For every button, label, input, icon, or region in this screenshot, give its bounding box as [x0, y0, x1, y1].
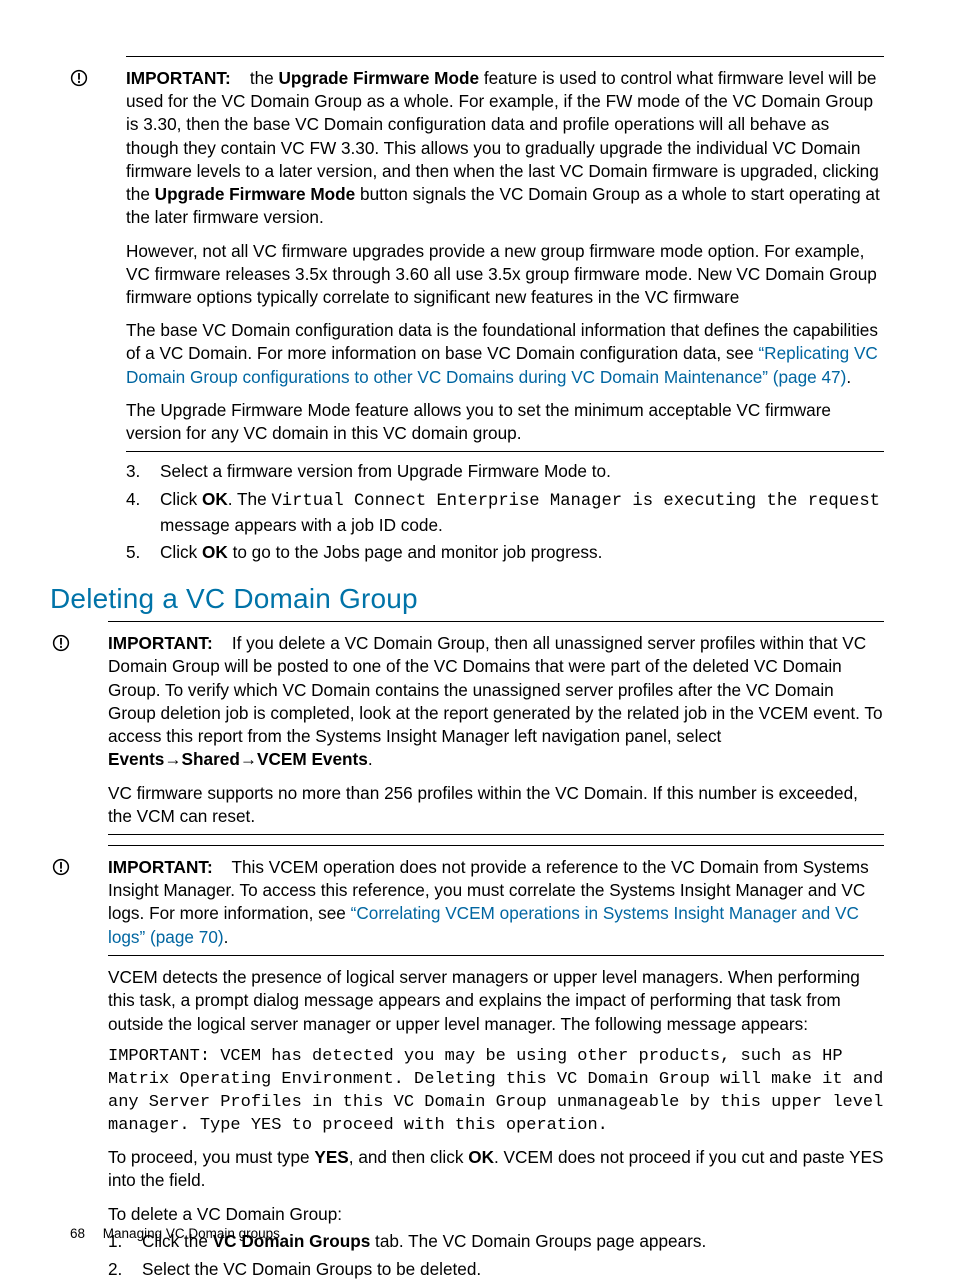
section-heading: Deleting a VC Domain Group [50, 583, 884, 615]
rule [126, 451, 884, 452]
important-para: IMPORTANT: If you delete a VC Domain Gro… [108, 632, 884, 771]
important-note-3: IMPORTANT: This VCEM operation does not … [52, 856, 884, 955]
rule [108, 845, 884, 846]
page-number: 68 [70, 1226, 85, 1241]
important-label: IMPORTANT: [108, 857, 213, 877]
footer-title: Managing VC Domain groups [103, 1226, 280, 1241]
rule [108, 621, 884, 622]
important-label: IMPORTANT: [126, 68, 231, 88]
document-page: IMPORTANT: the Upgrade Firmware Mode fea… [0, 0, 954, 1271]
important-para-1: IMPORTANT: the Upgrade Firmware Mode fea… [126, 67, 884, 230]
list-item: 5. Click OK to go to the Jobs page and m… [126, 541, 884, 565]
important-icon [52, 858, 70, 881]
body-para: VCEM detects the presence of logical ser… [108, 966, 884, 1036]
important-para: VC firmware supports no more than 256 pr… [108, 782, 884, 828]
important-note-2: IMPORTANT: If you delete a VC Domain Gro… [52, 632, 884, 834]
list-item: 2. Select the VC Domain Groups to be del… [108, 1258, 884, 1281]
list-item: 3. Select a firmware version from Upgrad… [126, 460, 884, 484]
rule [126, 56, 884, 57]
important-para-2: However, not all VC firmware upgrades pr… [126, 240, 884, 310]
important-para-3: The base VC Domain configuration data is… [126, 319, 884, 389]
body-para: To proceed, you must type YES, and then … [108, 1146, 884, 1193]
body-para: To delete a VC Domain Group: [108, 1203, 884, 1226]
important-para-4: The Upgrade Firmware Mode feature allows… [126, 399, 884, 445]
ordered-list-1: 3. Select a firmware version from Upgrad… [70, 460, 884, 565]
important-para: IMPORTANT: This VCEM operation does not … [108, 856, 884, 949]
page-footer: 68 Managing VC Domain groups [70, 1226, 280, 1241]
code-block: IMPORTANT: VCEM has detected you may be … [108, 1046, 884, 1138]
important-icon [70, 69, 88, 92]
important-note-1: IMPORTANT: the Upgrade Firmware Mode fea… [70, 67, 884, 451]
important-icon [52, 634, 70, 657]
important-label: IMPORTANT: [108, 633, 213, 653]
list-item: 4. Click OK. The Virtual Connect Enterpr… [126, 488, 884, 537]
rule [108, 955, 884, 956]
